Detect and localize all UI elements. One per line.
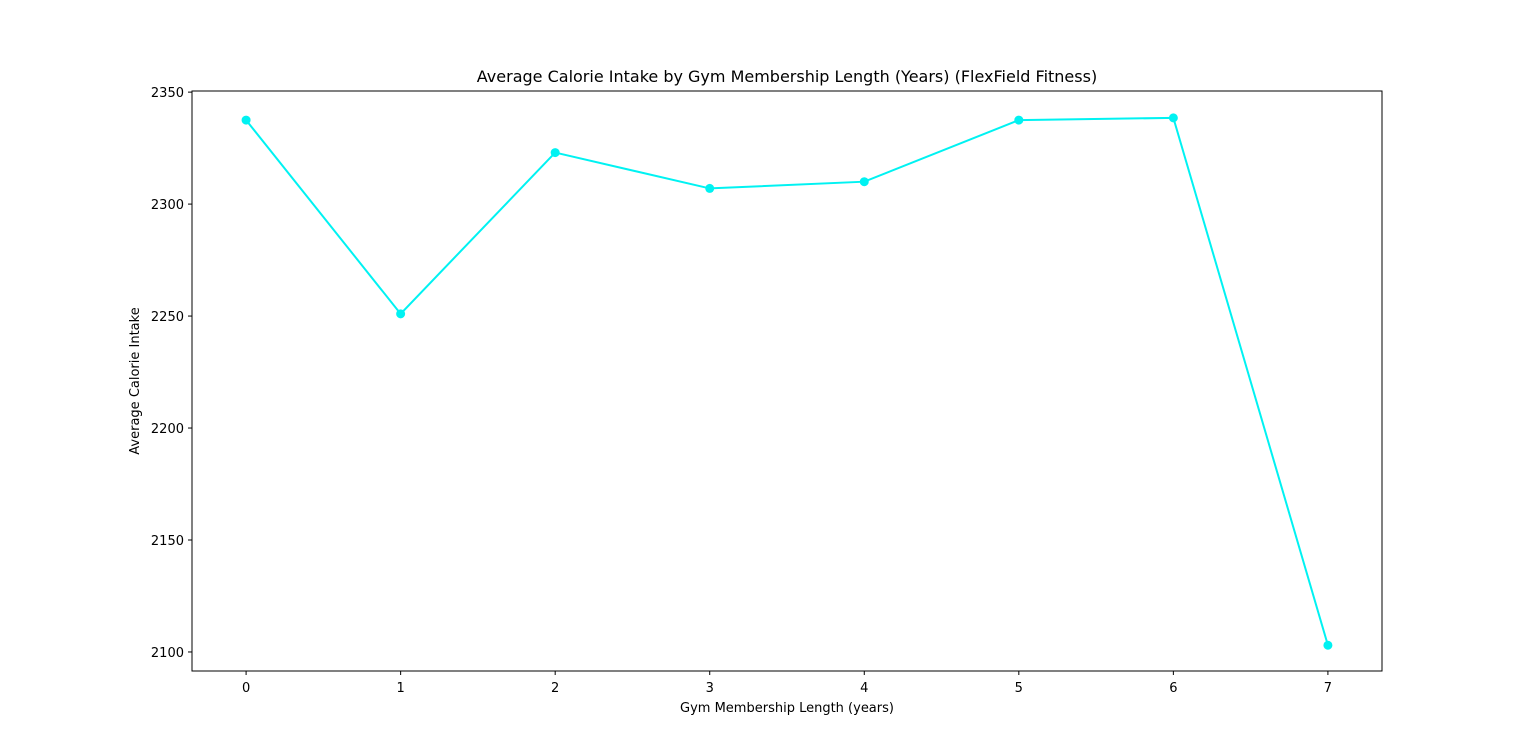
series-line (245, 116, 1329, 646)
x-tick-label: 5 (1015, 681, 1023, 696)
data-point (1323, 640, 1333, 650)
data-point (1014, 115, 1024, 125)
x-axis-label: Gym Membership Length (years) (680, 701, 894, 716)
x-tick-label: 2 (551, 681, 559, 696)
y-tick-label: 2200 (151, 422, 184, 437)
axes-frame (191, 90, 1383, 672)
y-axis-label: Average Calorie Intake (128, 307, 143, 454)
chart-title: Average Calorie Intake by Gym Membership… (477, 67, 1097, 86)
data-point (550, 148, 560, 158)
data-point (241, 115, 251, 125)
data-point (396, 309, 406, 319)
x-tick-label: 3 (706, 681, 714, 696)
y-tick-label: 2300 (151, 198, 184, 213)
plot-area: 0 1 2 3 4 5 6 7 2100 2150 2200 2250 2300 2350 (151, 86, 1383, 696)
data-point (1168, 113, 1178, 123)
x-tick-label: 6 (1169, 681, 1177, 696)
y-tick-label: 2150 (151, 534, 184, 549)
x-tick-label: 0 (242, 681, 250, 696)
y-axis-ticks: 2100 2150 2200 2250 2300 2350 (151, 86, 192, 661)
x-tick-label: 1 (396, 681, 404, 696)
data-point (859, 177, 869, 187)
y-tick-label: 2250 (151, 310, 184, 325)
series-group (241, 113, 1333, 650)
y-tick-label: 2350 (151, 86, 184, 101)
x-tick-label: 4 (860, 681, 868, 696)
y-tick-label: 2100 (151, 646, 184, 661)
x-axis-ticks: 0 1 2 3 4 5 6 7 (242, 671, 1332, 696)
data-point (705, 183, 715, 193)
x-tick-label: 7 (1324, 681, 1332, 696)
